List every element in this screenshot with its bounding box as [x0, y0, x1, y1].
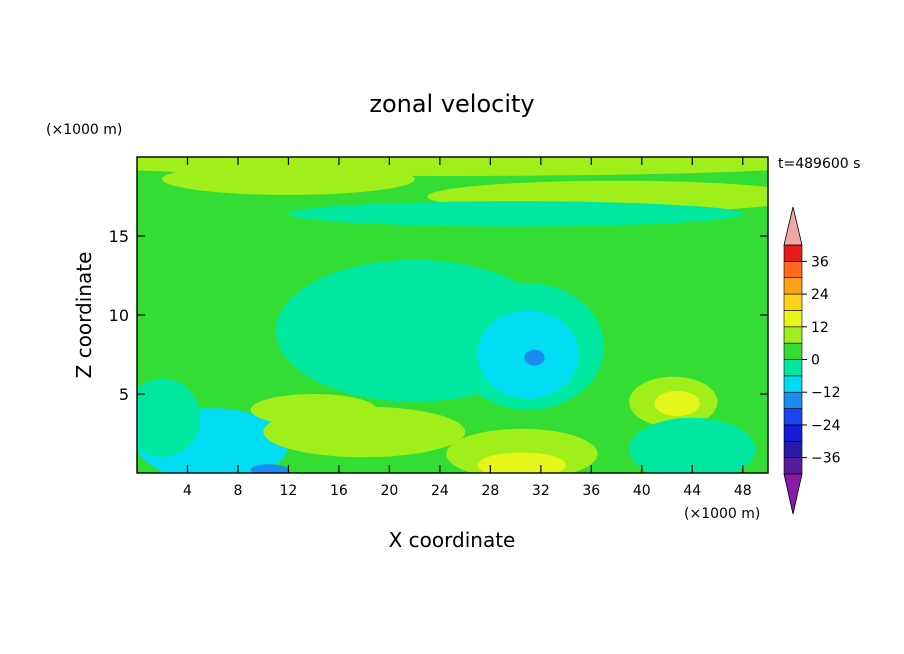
colorbar-swatch — [783, 342, 803, 360]
colorbar-swatch — [783, 457, 803, 475]
colorbar-tick-label: −24 — [811, 418, 841, 434]
contour-region — [524, 349, 545, 366]
x-tick-label: 44 — [683, 483, 701, 499]
colorbar-under-arrow — [783, 473, 803, 515]
colorbar-swatch — [783, 293, 803, 311]
colorbar-swatch — [783, 261, 803, 279]
colorbar: 36 24 12 0 −12 −24 −36 — [783, 206, 841, 515]
colorbar-swatch — [783, 277, 803, 295]
x-tick-label: 12 — [280, 483, 298, 499]
contour-region — [137, 378, 201, 458]
colorbar-tick-label: −36 — [811, 451, 841, 467]
contour-region — [654, 390, 700, 417]
colorbar-swatch — [783, 375, 803, 393]
x-tick-label: 16 — [330, 483, 348, 499]
colorbar-swatch — [783, 391, 803, 409]
x-tick-label: 32 — [532, 483, 550, 499]
y-axis: 5 10 15 — [109, 227, 768, 404]
contour-region — [250, 464, 289, 473]
x-tick-label: 8 — [233, 483, 242, 499]
y-tick-label: 10 — [109, 306, 129, 325]
contour-region — [477, 452, 567, 473]
colorbar-tick-label: 24 — [811, 287, 829, 303]
x-tick-label: 28 — [481, 483, 499, 499]
x-axis: 4 8 12 16 20 24 28 32 36 40 44 48 — [183, 157, 752, 499]
x-axis-label: X coordinate — [389, 528, 516, 552]
colorbar-swatch — [783, 359, 803, 377]
velocity-field — [137, 157, 768, 473]
contour-region — [288, 201, 743, 227]
colorbar-tick-label: 12 — [811, 320, 829, 336]
y-tick-label: 15 — [109, 227, 129, 246]
contour-region — [629, 417, 756, 473]
contour-region — [250, 394, 377, 426]
x-tick-label: 24 — [431, 483, 449, 499]
colorbar-swatch — [783, 440, 803, 458]
colorbar-tick-label: 36 — [811, 254, 829, 270]
x-tick-label: 36 — [582, 483, 600, 499]
x-tick-label: 40 — [633, 483, 651, 499]
chart-title: zonal velocity — [369, 90, 534, 118]
colorbar-tick-label: −12 — [811, 385, 841, 401]
colorbar-swatch — [783, 326, 803, 344]
colorbar-swatch — [783, 244, 803, 262]
y-tick-label: 5 — [119, 385, 129, 404]
contour-region — [704, 236, 768, 331]
x-tick-label: 48 — [734, 483, 752, 499]
plot-area — [136, 156, 769, 474]
y-axis-label: Z coordinate — [72, 252, 96, 379]
x-tick-label: 4 — [183, 483, 192, 499]
colorbar-tick-label: 0 — [811, 353, 820, 369]
time-label: t=489600 s — [778, 156, 860, 172]
contour-region — [162, 163, 415, 195]
x-tick-label: 20 — [380, 483, 398, 499]
colorbar-over-arrow — [783, 206, 803, 246]
x-unit-label: (×1000 m) — [684, 506, 760, 522]
colorbar-swatch — [783, 424, 803, 442]
colorbar-swatch — [783, 310, 803, 328]
y-unit-label: (×1000 m) — [46, 122, 122, 138]
colorbar-swatch — [783, 408, 803, 426]
